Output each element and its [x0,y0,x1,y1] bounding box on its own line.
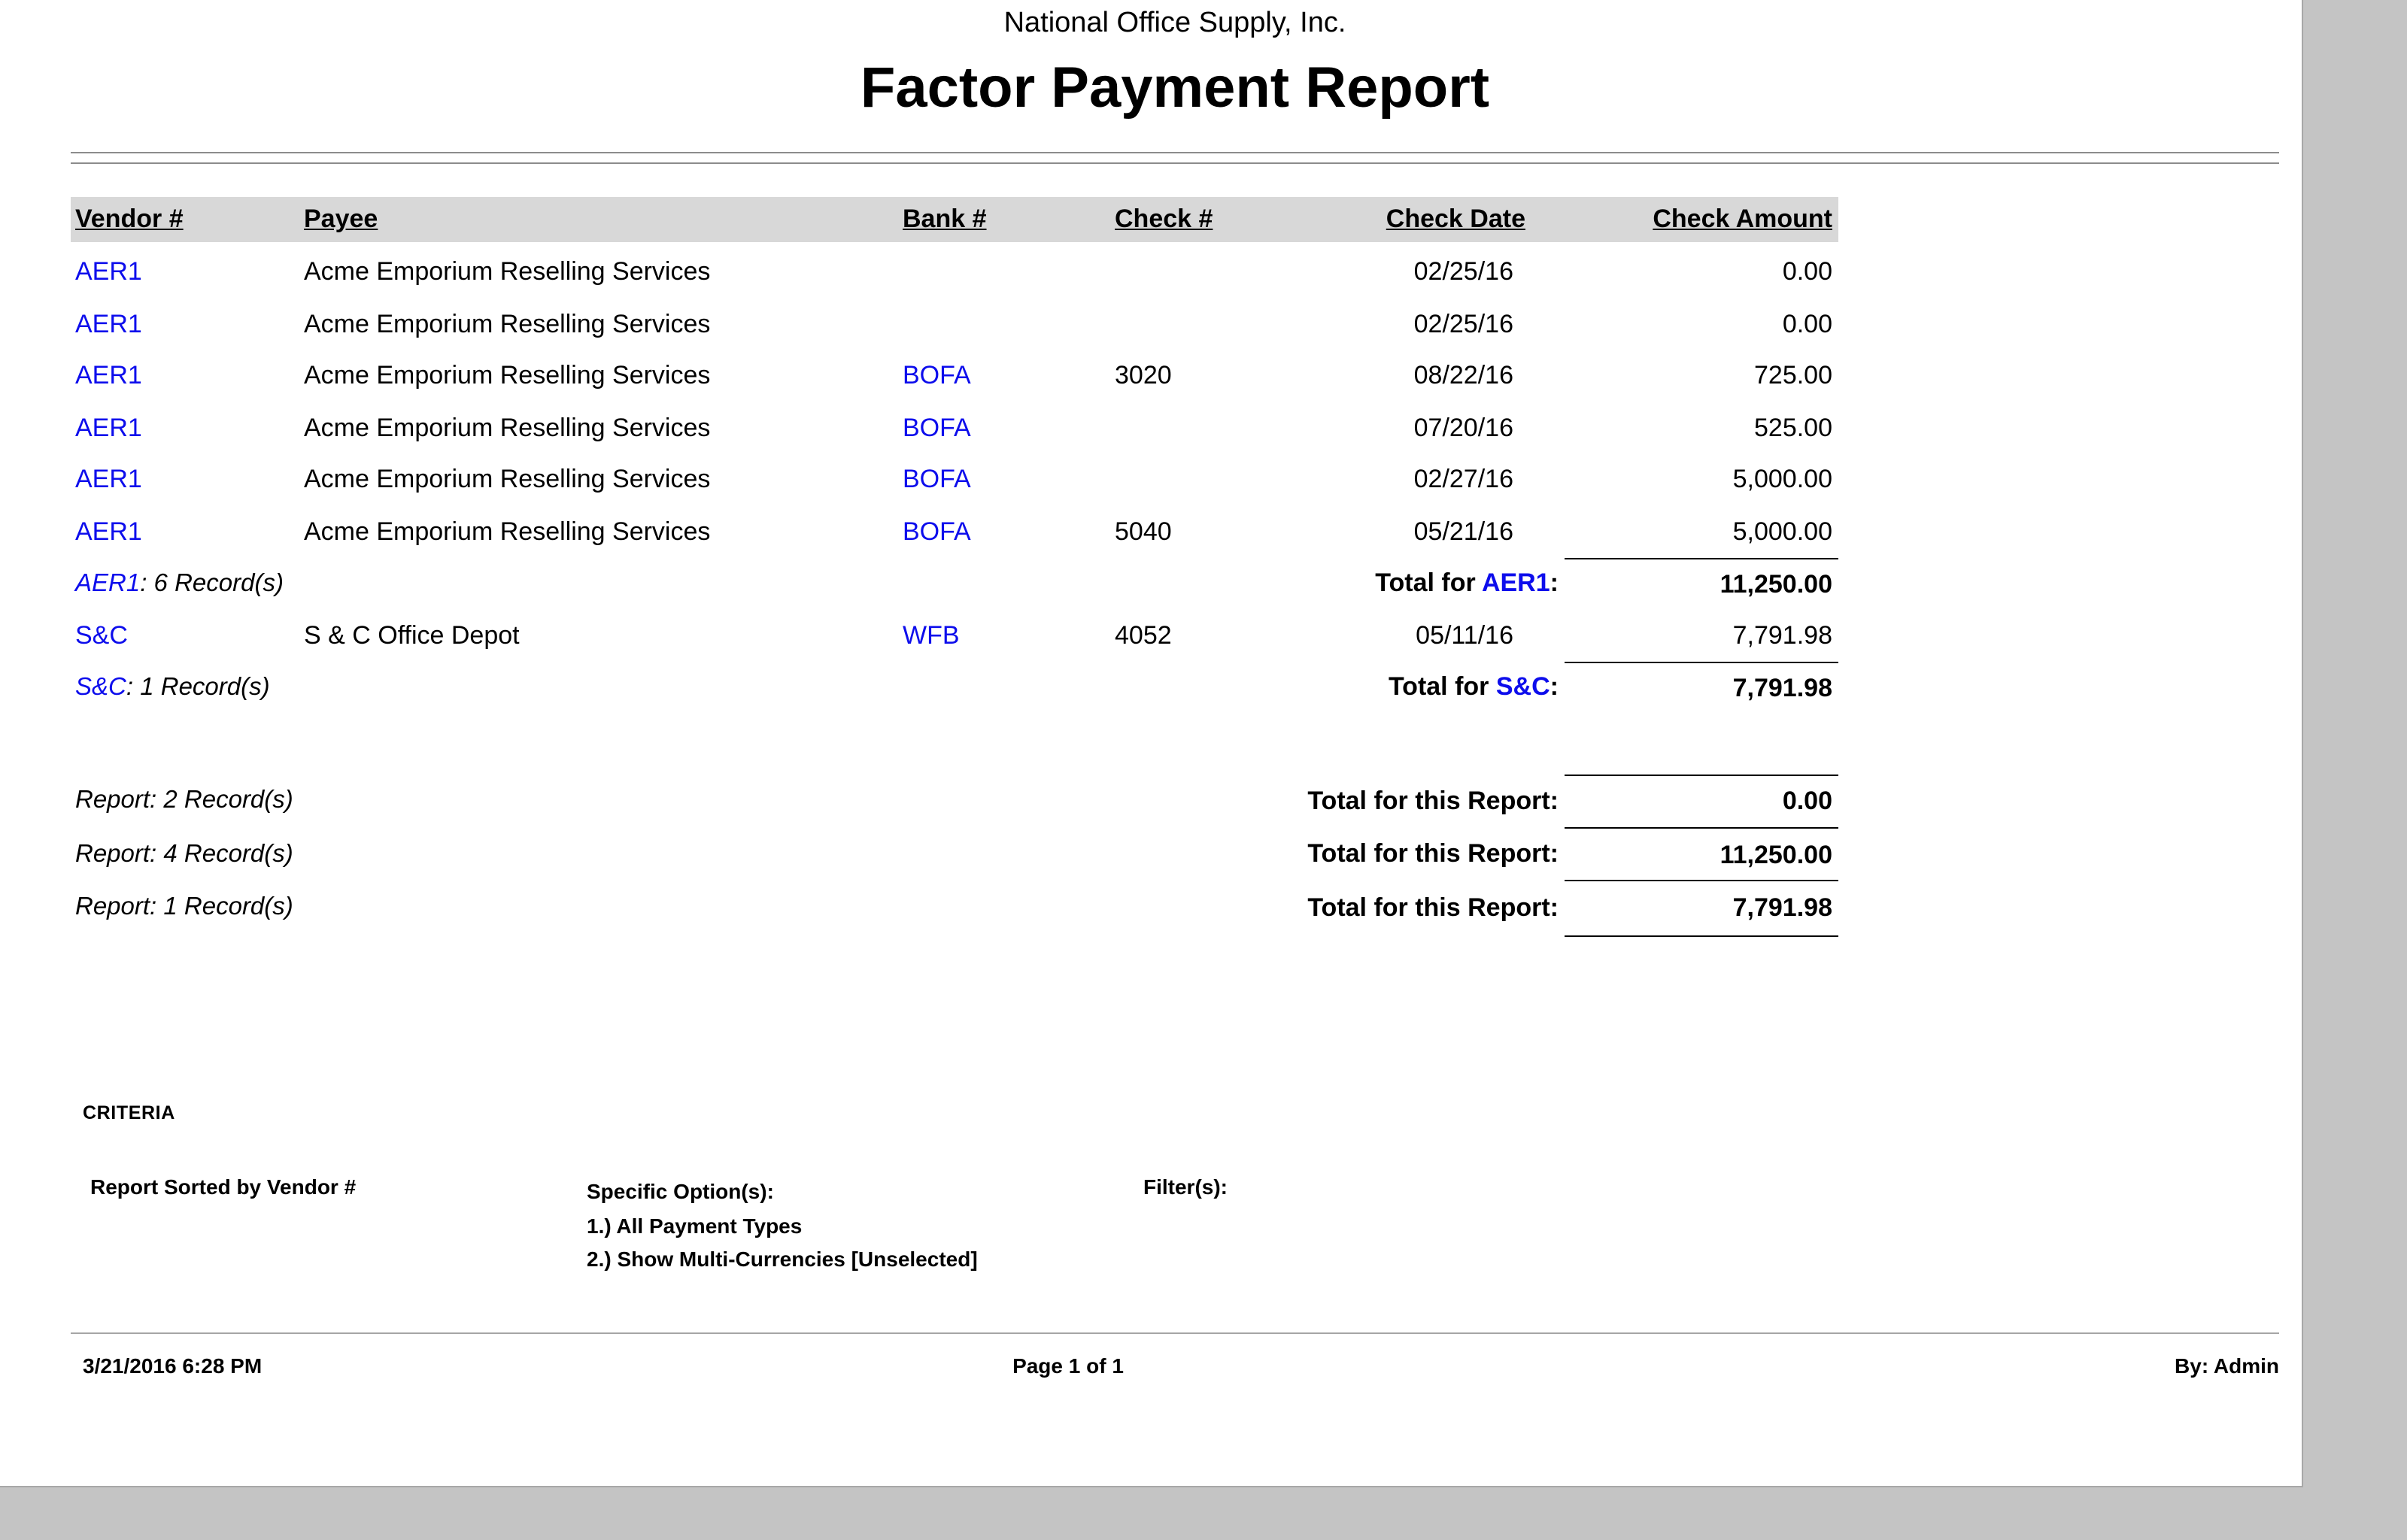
group-record-count-code: AER1 [75,569,141,597]
vendor-link[interactable]: AER1 [75,517,142,546]
group-record-count: S&C: 1 Record(s) [75,674,270,702]
report-total-label: Total for this Report: [1307,786,1559,815]
report-total-row: Report: 4 Record(s) Total for this Repor… [71,827,1838,882]
col-header-payee: Payee [304,205,378,233]
criteria-specific-options-label: Specific Option(s): [587,1179,774,1203]
check-date-cell: 07/20/16 [1413,413,1513,442]
group-record-count-text: : 6 Record(s) [140,569,284,597]
vendor-link[interactable]: S&C [75,620,128,650]
report-total-row: Report: 1 Record(s) Total for this Repor… [71,880,1838,936]
footer-datetime: 3/21/2016 6:28 PM [83,1354,263,1378]
check-amount-cell: 0.00 [1782,257,1832,286]
report-record-count: Report: 2 Record(s) [75,787,293,814]
payee-cell: Acme Emporium Reselling Services [304,361,711,390]
payee-cell: Acme Emporium Reselling Services [304,413,711,442]
report-record-count: Report: 4 Record(s) [75,840,293,868]
criteria-option: 1.) All Payment Types [587,1213,803,1237]
check-amount-cell: 5,000.00 [1732,465,1832,494]
group-record-count-code: S&C [75,673,126,701]
table-row: AER1 Acme Emporium Reselling Services BO… [71,402,1838,454]
group-subtotal-row: AER1: 6 Record(s) Total for AER1: 11,250… [71,557,1838,611]
check-date-cell: 05/11/16 [1416,620,1513,650]
vendor-link[interactable]: AER1 [75,465,142,494]
report-total-row: Report: 2 Record(s) Total for this Repor… [71,774,1838,829]
check-amount-cell: 0.00 [1782,309,1832,338]
table-row: S&C S & C Office Depot WFB 4052 05/11/16… [71,610,1838,662]
criteria-option: 2.) Show Multi-Currencies [Unselected] [587,1247,978,1271]
payee-cell: S & C Office Depot [304,620,520,650]
report-total-label: Total for this Report: [1307,893,1559,922]
group-record-count: AER1: 6 Record(s) [75,570,284,599]
criteria-heading: CRITERIA [83,1102,175,1123]
table-row: AER1 Acme Emporium Reselling Services BO… [71,454,1838,506]
report-page: National Office Supply, Inc. Factor Paym… [0,0,2303,1487]
table-row: AER1 Acme Emporium Reselling Services 02… [71,299,1838,350]
group-total-prefix: Total for [1375,568,1482,598]
group-total-colon: : [1550,672,1559,702]
table-row: AER1 Acme Emporium Reselling Services 02… [71,247,1838,299]
report-total-amount: 11,250.00 [1565,827,1838,882]
group-subtotal-row: S&C: 1 Record(s) Total for S&C: 7,791.98 [71,661,1838,714]
bank-link[interactable]: BOFA [903,361,971,390]
bank-link[interactable]: BOFA [903,465,971,494]
criteria-specific-options: Specific Option(s): 1.) All Payment Type… [587,1175,978,1276]
check-number-cell: 3020 [1115,361,1172,390]
title-divider [71,152,2279,164]
check-amount-cell: 725.00 [1754,361,1832,390]
table-row: AER1 Acme Emporium Reselling Services BO… [71,506,1838,558]
col-header-check-amount: Check Amount [1653,205,1832,233]
company-name: National Office Supply, Inc. [1003,8,1346,39]
check-date-cell: 05/21/16 [1413,517,1513,546]
bank-link[interactable]: BOFA [903,413,971,442]
check-number-cell: 4052 [1115,620,1172,650]
col-header-check-date: Check Date [1386,205,1525,233]
group-record-count-text: : 1 Record(s) [126,673,270,701]
group-total-colon: : [1550,568,1559,598]
payee-cell: Acme Emporium Reselling Services [304,517,711,546]
bank-link[interactable]: WFB [903,620,960,650]
check-amount-cell: 7,791.98 [1732,620,1832,650]
report-total-amount: 7,791.98 [1565,880,1838,936]
report-total-amount: 0.00 [1565,774,1838,829]
check-number-cell: 5040 [1115,517,1172,546]
bank-link[interactable]: BOFA [903,517,971,546]
col-header-vendor: Vendor # [75,205,184,233]
criteria-sorted-by: Report Sorted by Vendor # [90,1175,357,1199]
vendor-link[interactable]: AER1 [75,257,142,286]
footer-divider [71,1332,2279,1334]
group-total-label: Total for AER1: [1375,569,1559,599]
check-date-cell: 08/22/16 [1413,361,1513,390]
table-row: AER1 Acme Emporium Reselling Services BO… [71,350,1838,402]
report-title: Factor Payment Report [860,57,1490,120]
group-total-prefix: Total for [1388,672,1496,702]
group-total-amount: 11,250.00 [1565,557,1838,611]
vendor-link[interactable]: AER1 [75,309,142,338]
vendor-link[interactable]: AER1 [75,413,142,442]
group-total-amount: 7,791.98 [1565,661,1838,714]
report-total-label: Total for this Report: [1307,839,1559,869]
check-amount-cell: 525.00 [1754,413,1832,442]
payee-cell: Acme Emporium Reselling Services [304,465,711,494]
vendor-link[interactable]: AER1 [75,361,142,390]
check-date-cell: 02/25/16 [1413,309,1513,338]
criteria-filters-label: Filter(s): [1143,1175,1228,1199]
table-body: AER1 Acme Emporium Reselling Services 02… [71,247,1838,714]
footer-printed-by: By: Admin [2175,1354,2279,1378]
group-total-code: AER1 [1481,568,1550,598]
report-totals-section: Report: 2 Record(s) Total for this Repor… [71,774,1838,936]
group-total-label: Total for S&C: [1389,673,1559,703]
group-total-code: S&C [1495,672,1550,702]
table-header-row: Vendor # Payee Bank # Check # Check Date… [71,197,1838,242]
col-header-check: Check # [1115,205,1213,233]
footer-page-number: Page 1 of 1 [1012,1354,1124,1378]
col-header-bank: Bank # [903,205,987,233]
report-record-count: Report: 1 Record(s) [75,893,293,921]
payee-cell: Acme Emporium Reselling Services [304,309,711,338]
check-date-cell: 02/27/16 [1413,465,1513,494]
payee-cell: Acme Emporium Reselling Services [304,257,711,286]
check-date-cell: 02/25/16 [1413,257,1513,286]
check-amount-cell: 5,000.00 [1732,517,1832,546]
